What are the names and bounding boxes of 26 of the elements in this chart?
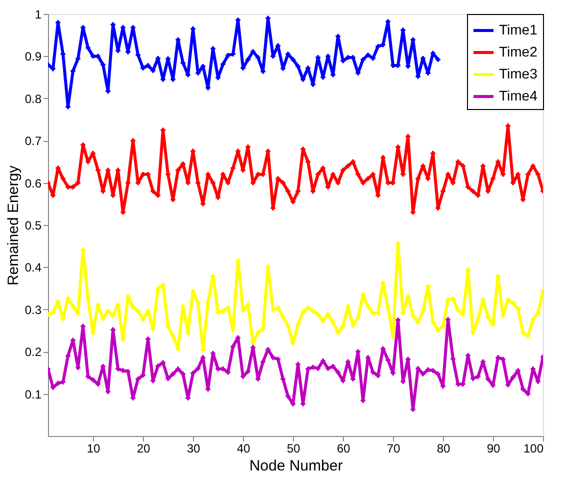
y-tick-label: 0.9: [24, 50, 42, 64]
legend-label: Time2: [499, 44, 538, 60]
y-tick-label: 0.2: [24, 345, 42, 360]
x-tick-label: 60: [336, 442, 350, 456]
y-tick-label: 0.5: [24, 218, 42, 232]
y-tick-label: 0.1: [24, 387, 42, 402]
y-tick-label: 0.8: [24, 92, 42, 106]
y-tick-label: 1: [34, 8, 42, 22]
y-tick-label: 0.6: [24, 176, 42, 190]
legend-label: Time1: [499, 22, 538, 38]
x-tick-label: 100: [523, 442, 544, 456]
x-tick-label: 20: [136, 442, 150, 456]
legend-label: Time4: [499, 88, 538, 104]
y-tick-label: 0.4: [24, 260, 42, 275]
x-tick-label: 90: [486, 442, 500, 456]
x-tick-label: 40: [236, 442, 250, 456]
x-tick-label: 80: [436, 442, 450, 456]
y-tick-label: 0.3: [24, 302, 42, 317]
x-tick-label: 50: [286, 442, 300, 456]
x-axis-title: Node Number: [249, 458, 343, 474]
y-axis-title: Remained Energy: [4, 164, 22, 286]
legend-label: Time3: [499, 66, 538, 82]
x-tick-label: 70: [386, 442, 400, 456]
x-tick-label: 10: [86, 442, 100, 456]
y-tick-label: 0.7: [24, 134, 42, 148]
x-tick-label: 30: [186, 442, 200, 456]
